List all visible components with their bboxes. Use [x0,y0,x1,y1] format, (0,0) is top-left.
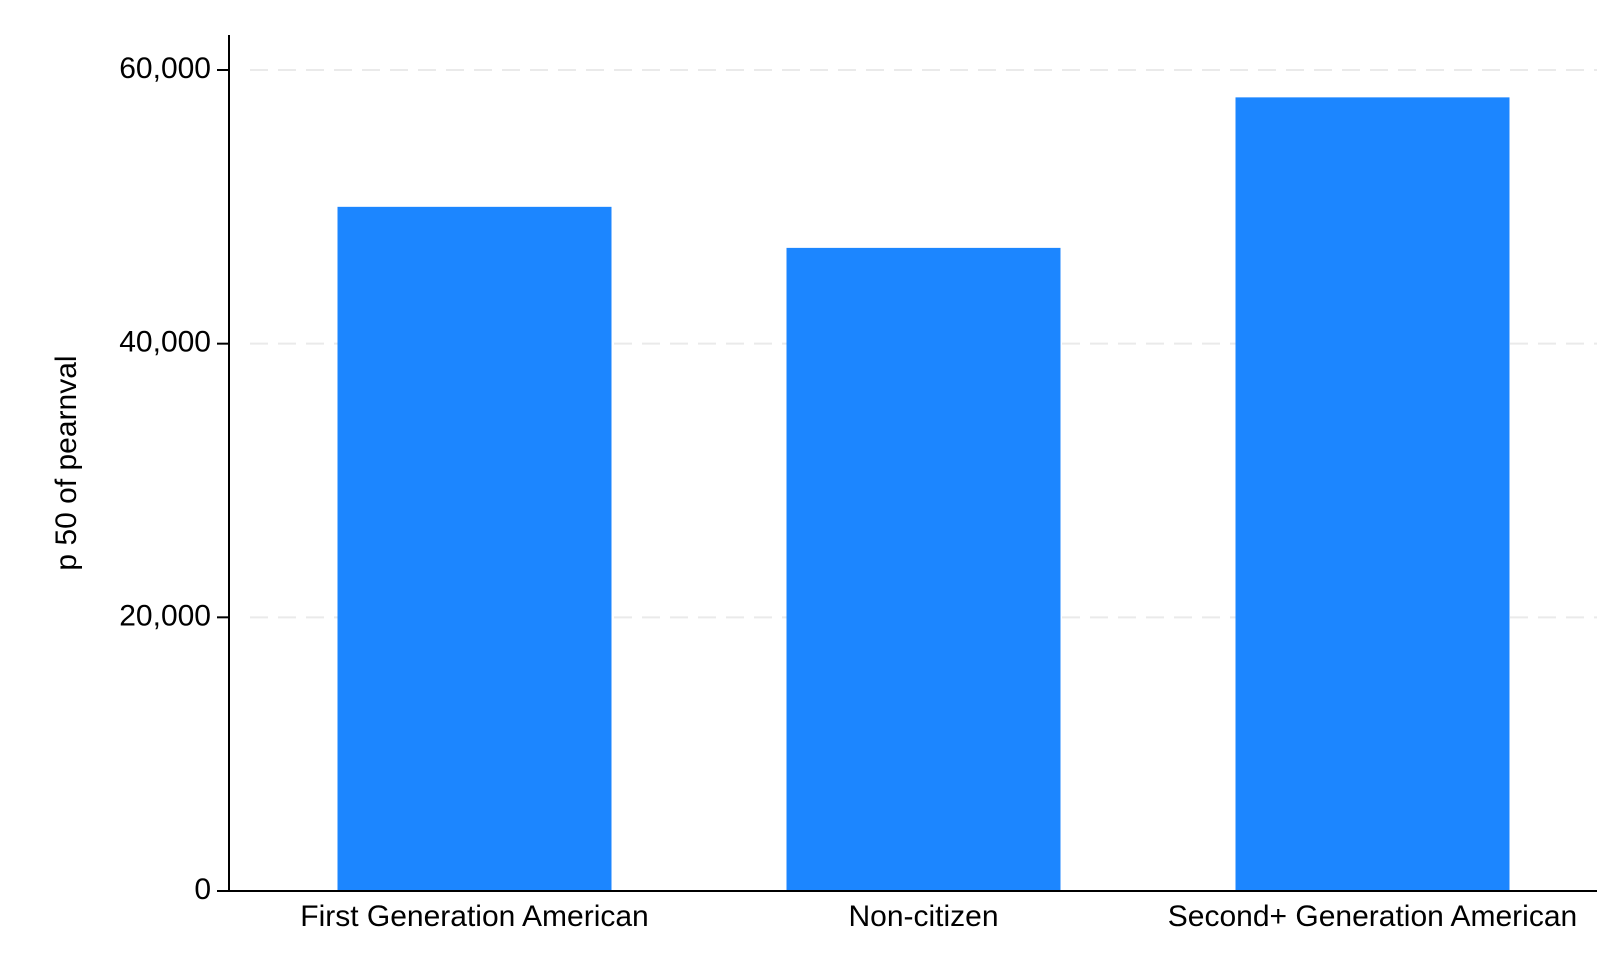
y-tick-label: 20,000 [119,599,211,632]
y-tick-label: 40,000 [119,326,211,359]
x-tick-label: Second+ Generation American [1168,900,1577,933]
bars [337,97,1510,892]
y-tick-label: 60,000 [119,52,211,85]
bar [786,247,1061,892]
x-tick-labels: First Generation American Non-citizen Seco… [300,900,1577,933]
y-ticks: 0 20,000 40,000 60,000 [119,52,229,906]
x-tick-label: First Generation American [300,900,648,933]
x-tick-label: Non-citizen [848,900,998,933]
bar [337,206,612,892]
y-tick-label: 0 [194,873,211,906]
axes [228,35,1597,892]
y-axis-title: p 50 of pearnval [50,355,83,570]
bar [1235,97,1510,891]
